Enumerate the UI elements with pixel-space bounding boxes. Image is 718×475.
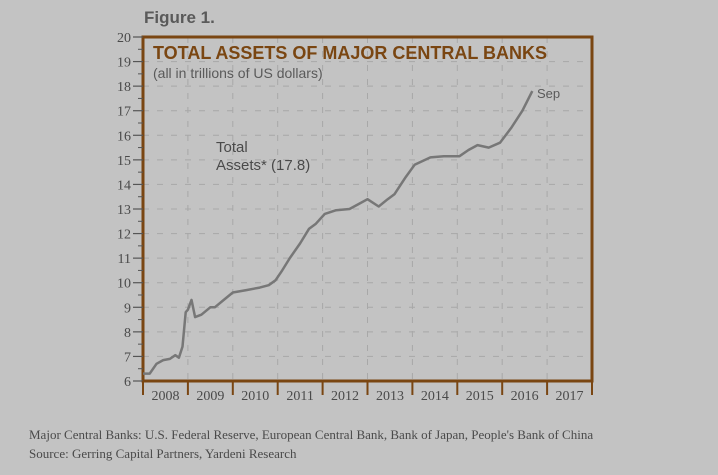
x-tick-label: 2008 (151, 389, 179, 404)
footnote-source: Source: Gerring Capital Partners, Yarden… (29, 446, 297, 461)
y-tick-label: 9 (124, 301, 131, 316)
footnote-banks: Major Central Banks: U.S. Federal Reserv… (29, 427, 594, 442)
x-tick-label: 2015 (466, 389, 494, 404)
x-tick-label: 2010 (241, 389, 269, 404)
chart-subtitle: (all in trillions of US dollars) (153, 65, 323, 81)
y-tick-label: 14 (117, 178, 131, 193)
y-tick-label: 7 (124, 350, 131, 365)
y-tick-label: 13 (117, 203, 131, 218)
y-tick-label: 18 (117, 80, 131, 95)
y-tick-label: 11 (118, 252, 131, 267)
y-tick-label: 17 (117, 105, 131, 120)
y-tick-label: 15 (117, 154, 131, 169)
annotation-total: Total (216, 139, 248, 156)
annotation-sep: Sep (537, 86, 560, 101)
x-tick-label: 2012 (331, 389, 359, 404)
y-tick-label: 6 (124, 375, 131, 390)
y-tick-label: 12 (117, 228, 131, 243)
x-tick-label: 2011 (286, 389, 313, 404)
y-tick-label: 20 (117, 31, 131, 46)
x-tick-label: 2013 (376, 389, 404, 404)
series-line-total-assets (143, 90, 534, 375)
chart-title: TOTAL ASSETS OF MAJOR CENTRAL BANKS (153, 43, 547, 63)
x-tick-label: 2014 (421, 389, 449, 404)
y-tick-label: 8 (124, 326, 131, 341)
y-tick-label: 16 (117, 129, 131, 144)
x-tick-label: 2009 (196, 389, 224, 404)
annotation-assets: Assets* (17.8) (216, 157, 310, 174)
x-tick-label: 2017 (556, 389, 584, 404)
x-tick-label: 2016 (511, 389, 539, 404)
y-tick-label: 10 (117, 277, 131, 292)
figure-label: Figure 1. (144, 8, 215, 27)
y-tick-label: 19 (117, 56, 131, 71)
